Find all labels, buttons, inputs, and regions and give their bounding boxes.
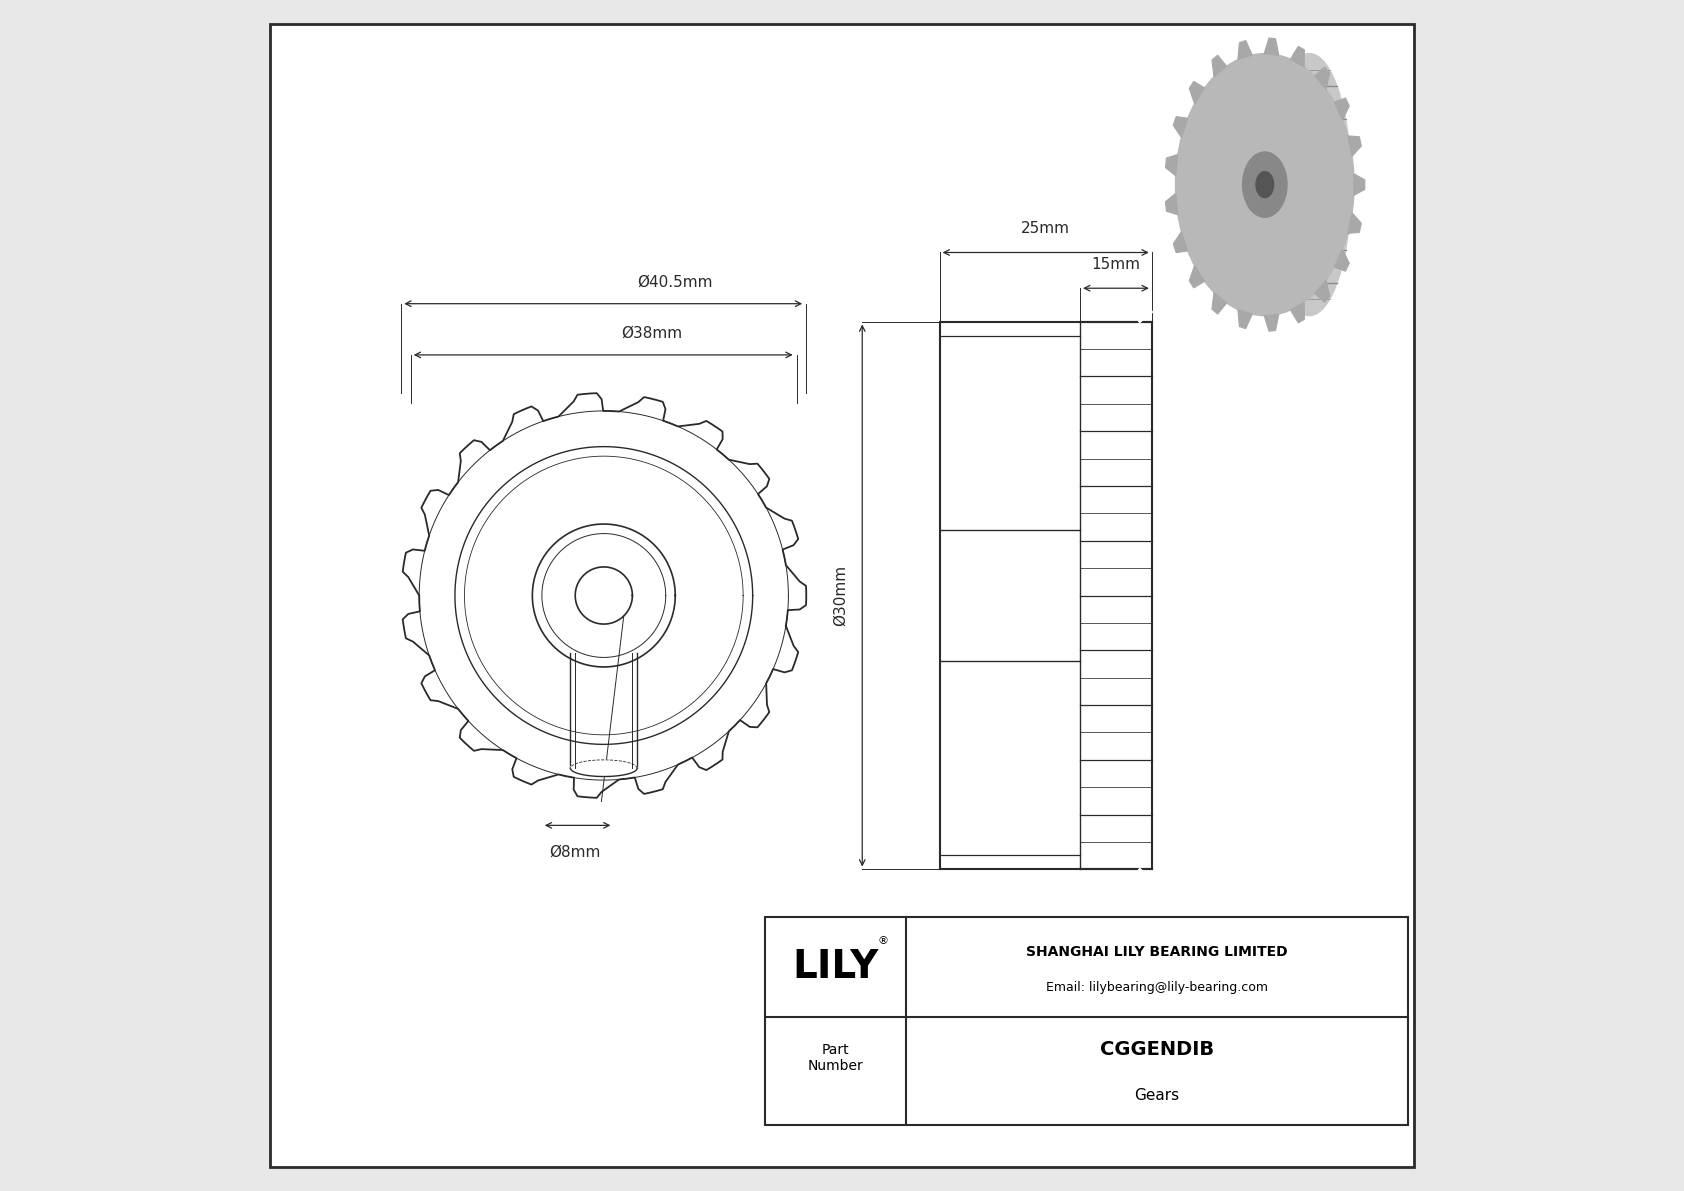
Polygon shape xyxy=(1238,310,1253,329)
Polygon shape xyxy=(1189,266,1204,288)
Text: Ø38mm: Ø38mm xyxy=(621,325,682,341)
Text: Ø8mm: Ø8mm xyxy=(549,844,601,860)
Text: 25mm: 25mm xyxy=(1021,220,1069,236)
Polygon shape xyxy=(1212,55,1226,77)
Polygon shape xyxy=(1174,117,1187,138)
Polygon shape xyxy=(1347,136,1361,156)
Polygon shape xyxy=(1189,81,1204,104)
Polygon shape xyxy=(1334,249,1349,272)
Polygon shape xyxy=(1265,314,1278,331)
Polygon shape xyxy=(1290,303,1305,323)
Ellipse shape xyxy=(571,760,637,777)
Text: SHANGHAI LILY BEARING LIMITED: SHANGHAI LILY BEARING LIMITED xyxy=(1026,946,1288,959)
Polygon shape xyxy=(1290,46,1305,67)
Ellipse shape xyxy=(1268,54,1351,316)
Polygon shape xyxy=(1174,231,1187,252)
Text: Ø40.5mm: Ø40.5mm xyxy=(638,274,712,289)
Ellipse shape xyxy=(1175,54,1354,316)
Polygon shape xyxy=(1265,38,1278,55)
Bar xyxy=(765,917,1408,1125)
Ellipse shape xyxy=(1243,151,1287,218)
Polygon shape xyxy=(1315,280,1330,303)
Polygon shape xyxy=(1354,174,1364,195)
Text: Ø30mm: Ø30mm xyxy=(834,565,849,626)
Text: CGGENDIB: CGGENDIB xyxy=(1100,1041,1214,1059)
Polygon shape xyxy=(1347,213,1361,233)
Text: LILY: LILY xyxy=(791,948,879,986)
Polygon shape xyxy=(1165,155,1177,176)
Text: ®: ® xyxy=(877,936,889,946)
Polygon shape xyxy=(1315,67,1330,89)
Text: Gears: Gears xyxy=(1135,1087,1179,1103)
Ellipse shape xyxy=(1256,172,1273,198)
Polygon shape xyxy=(1334,98,1349,120)
Text: Part
Number: Part Number xyxy=(807,1043,864,1073)
Text: Email: lilybearing@lily-bearing.com: Email: lilybearing@lily-bearing.com xyxy=(1046,980,1268,993)
Polygon shape xyxy=(1212,292,1226,314)
Polygon shape xyxy=(1165,193,1177,214)
Polygon shape xyxy=(1238,40,1253,60)
Text: 15mm: 15mm xyxy=(1091,256,1140,272)
